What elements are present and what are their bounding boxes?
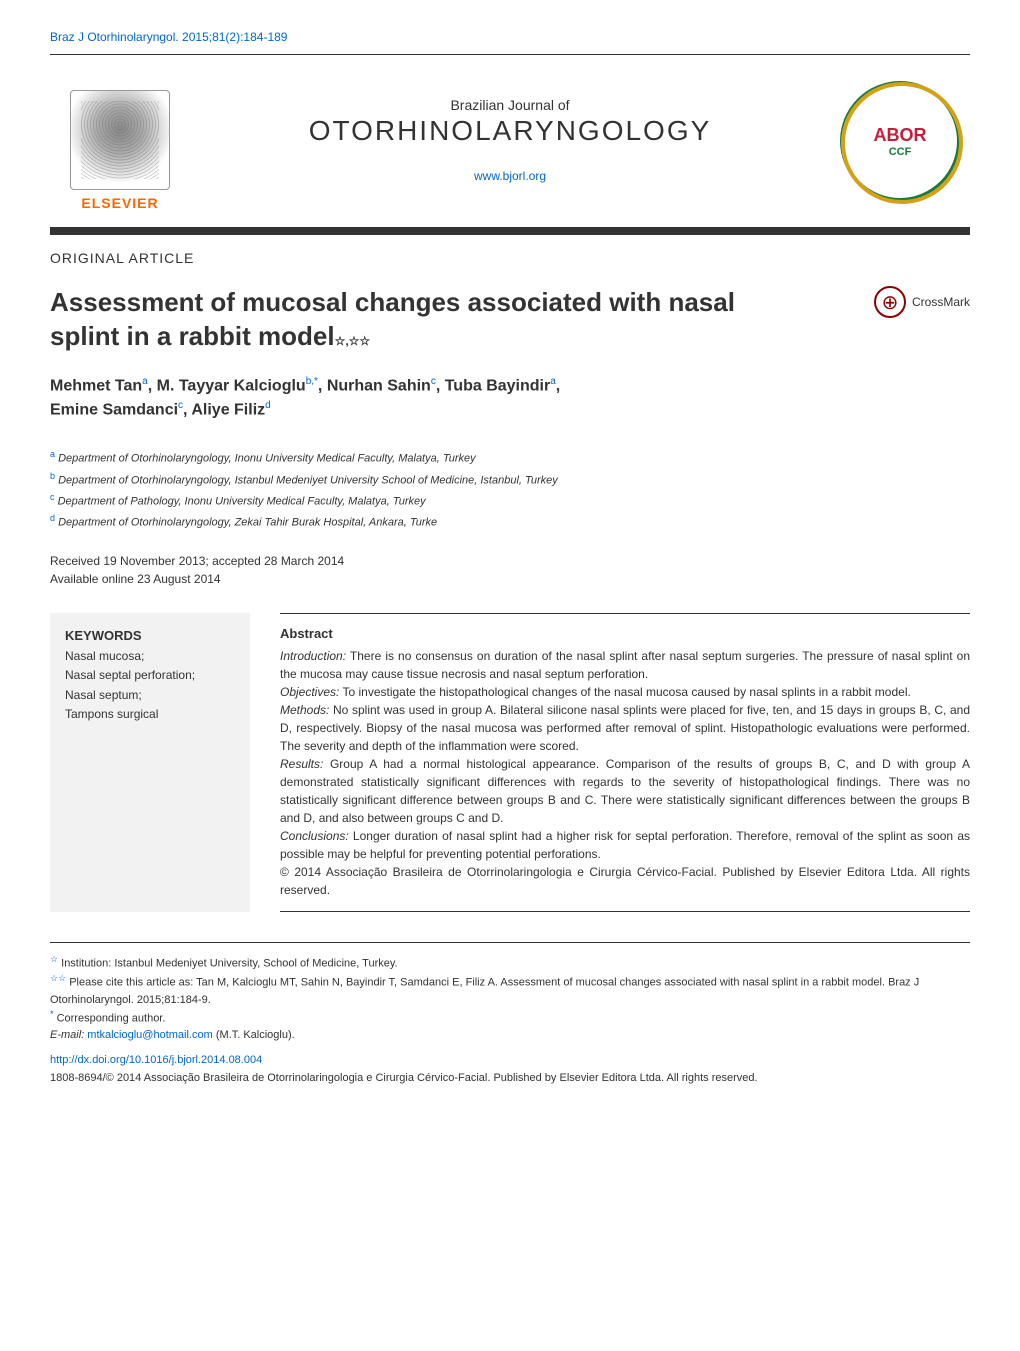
article-type: ORIGINAL ARTICLE — [50, 250, 970, 266]
footer-divider — [50, 942, 970, 943]
abor-circle-icon: ABOR CCF — [840, 81, 960, 201]
email-label: E-mail: — [50, 1029, 87, 1041]
abstract-heading: Abstract — [280, 626, 970, 641]
content-row: KEYWORDS Nasal mucosa; Nasal septal perf… — [50, 613, 970, 912]
author-3: Nurhan Sahin — [327, 377, 431, 394]
aff-c: Department of Pathology, Inonu Universit… — [58, 495, 426, 507]
methods-label: Methods: — [280, 703, 329, 717]
conclusions-text: Longer duration of nasal splint had a hi… — [280, 829, 970, 861]
email-link[interactable]: mtkalcioglu@hotmail.com — [87, 1029, 213, 1041]
author-6-sup: d — [265, 400, 271, 411]
aff-b-sup: b — [50, 471, 55, 481]
institution-text: Institution: Istanbul Medeniyet Universi… — [58, 958, 398, 970]
results-text: Group A had a normal histological appear… — [280, 757, 970, 825]
citation-link[interactable]: Braz J Otorhinolaryngol. 2015;81(2):184-… — [50, 30, 970, 44]
aff-b: Department of Otorhinolaryngology, Istan… — [58, 474, 558, 486]
abor-logo: ABOR CCF — [830, 71, 970, 211]
affiliations: a Department of Otorhinolaryngology, Ino… — [50, 447, 970, 532]
author-2-sup: b,* — [306, 376, 318, 387]
received-date: Received 19 November 2013; accepted 28 M… — [50, 554, 344, 568]
crossmark-badge[interactable]: ⊕ CrossMark — [874, 286, 970, 318]
author-5-sup: c — [178, 400, 183, 411]
author-6: Aliye Filiz — [191, 401, 265, 418]
top-divider-thin — [50, 54, 970, 55]
journal-subtitle: Brazilian Journal of — [190, 97, 830, 113]
author-3-sup: c — [431, 376, 436, 387]
intro-label: Introduction: — [280, 649, 346, 663]
aff-a: Department of Otorhinolaryngology, Inonu… — [58, 453, 476, 465]
abstract-text: Introduction: There is no consensus on d… — [280, 647, 970, 899]
institution-mark: ☆ — [50, 954, 58, 964]
journal-url[interactable]: www.bjorl.org — [474, 169, 546, 183]
crossmark-label: CrossMark — [912, 295, 970, 309]
journal-title-block: Brazilian Journal of OTORHINOLARYNGOLOGY… — [190, 97, 830, 185]
thick-divider — [50, 227, 970, 235]
elsevier-logo: ELSEVIER — [50, 71, 190, 211]
doi-link[interactable]: http://dx.doi.org/10.1016/j.bjorl.2014.0… — [50, 1054, 970, 1066]
cite-mark: ☆☆ — [50, 973, 66, 983]
journal-title: OTORHINOLARYNGOLOGY — [190, 115, 830, 147]
abstract-box: Abstract Introduction: There is no conse… — [280, 613, 970, 912]
aff-a-sup: a — [50, 449, 55, 459]
abor-subtext: CCF — [889, 146, 912, 158]
cite-text: Please cite this article as: Tan M, Kalc… — [50, 977, 919, 1006]
obj-text: To investigate the histopathological cha… — [339, 685, 910, 699]
aff-d-sup: d — [50, 513, 55, 523]
footnotes: ☆ Institution: Istanbul Medeniyet Univer… — [50, 953, 970, 1043]
title-row: Assessment of mucosal changes associated… — [50, 286, 970, 374]
issn-copyright: 1808-8694/© 2014 Associação Brasileira d… — [50, 1071, 970, 1086]
keywords-heading: KEYWORDS — [65, 628, 235, 643]
aff-d: Department of Otorhinolaryngology, Zekai… — [58, 517, 437, 529]
author-4-sup: a — [550, 376, 556, 387]
online-date: Available online 23 August 2014 — [50, 572, 221, 586]
author-2: M. Tayyar Kalcioglu — [157, 377, 306, 394]
dates: Received 19 November 2013; accepted 28 M… — [50, 552, 970, 588]
email-name: (M.T. Kalcioglu). — [213, 1029, 295, 1041]
abor-text: ABOR — [874, 125, 927, 146]
authors: Mehmet Tana, M. Tayyar Kalcioglub,*, Nur… — [50, 374, 970, 423]
elsevier-tree-icon — [70, 90, 170, 190]
aff-c-sup: c — [50, 492, 55, 502]
methods-text: No splint was used in group A. Bilateral… — [280, 703, 970, 753]
crossmark-icon: ⊕ — [874, 286, 906, 318]
results-label: Results: — [280, 757, 323, 771]
obj-label: Objectives: — [280, 685, 339, 699]
article-title-text: Assessment of mucosal changes associated… — [50, 287, 735, 351]
author-4: Tuba Bayindir — [445, 377, 551, 394]
keywords-list: Nasal mucosa; Nasal septal perforation; … — [65, 647, 235, 724]
corr-text: Corresponding author. — [54, 1013, 166, 1025]
author-5: Emine Samdanci — [50, 401, 178, 418]
elsevier-text: ELSEVIER — [81, 195, 158, 211]
title-marks: ☆,☆☆ — [335, 334, 371, 348]
article-title: Assessment of mucosal changes associated… — [50, 286, 800, 354]
keywords-box: KEYWORDS Nasal mucosa; Nasal septal perf… — [50, 613, 250, 912]
abstract-copyright: © 2014 Associação Brasileira de Otorrino… — [280, 865, 970, 897]
conclusions-label: Conclusions: — [280, 829, 349, 843]
author-1-sup: a — [142, 376, 148, 387]
intro-text: There is no consensus on duration of the… — [280, 649, 970, 681]
journal-header: ELSEVIER Brazilian Journal of OTORHINOLA… — [50, 61, 970, 221]
author-1: Mehmet Tan — [50, 377, 142, 394]
